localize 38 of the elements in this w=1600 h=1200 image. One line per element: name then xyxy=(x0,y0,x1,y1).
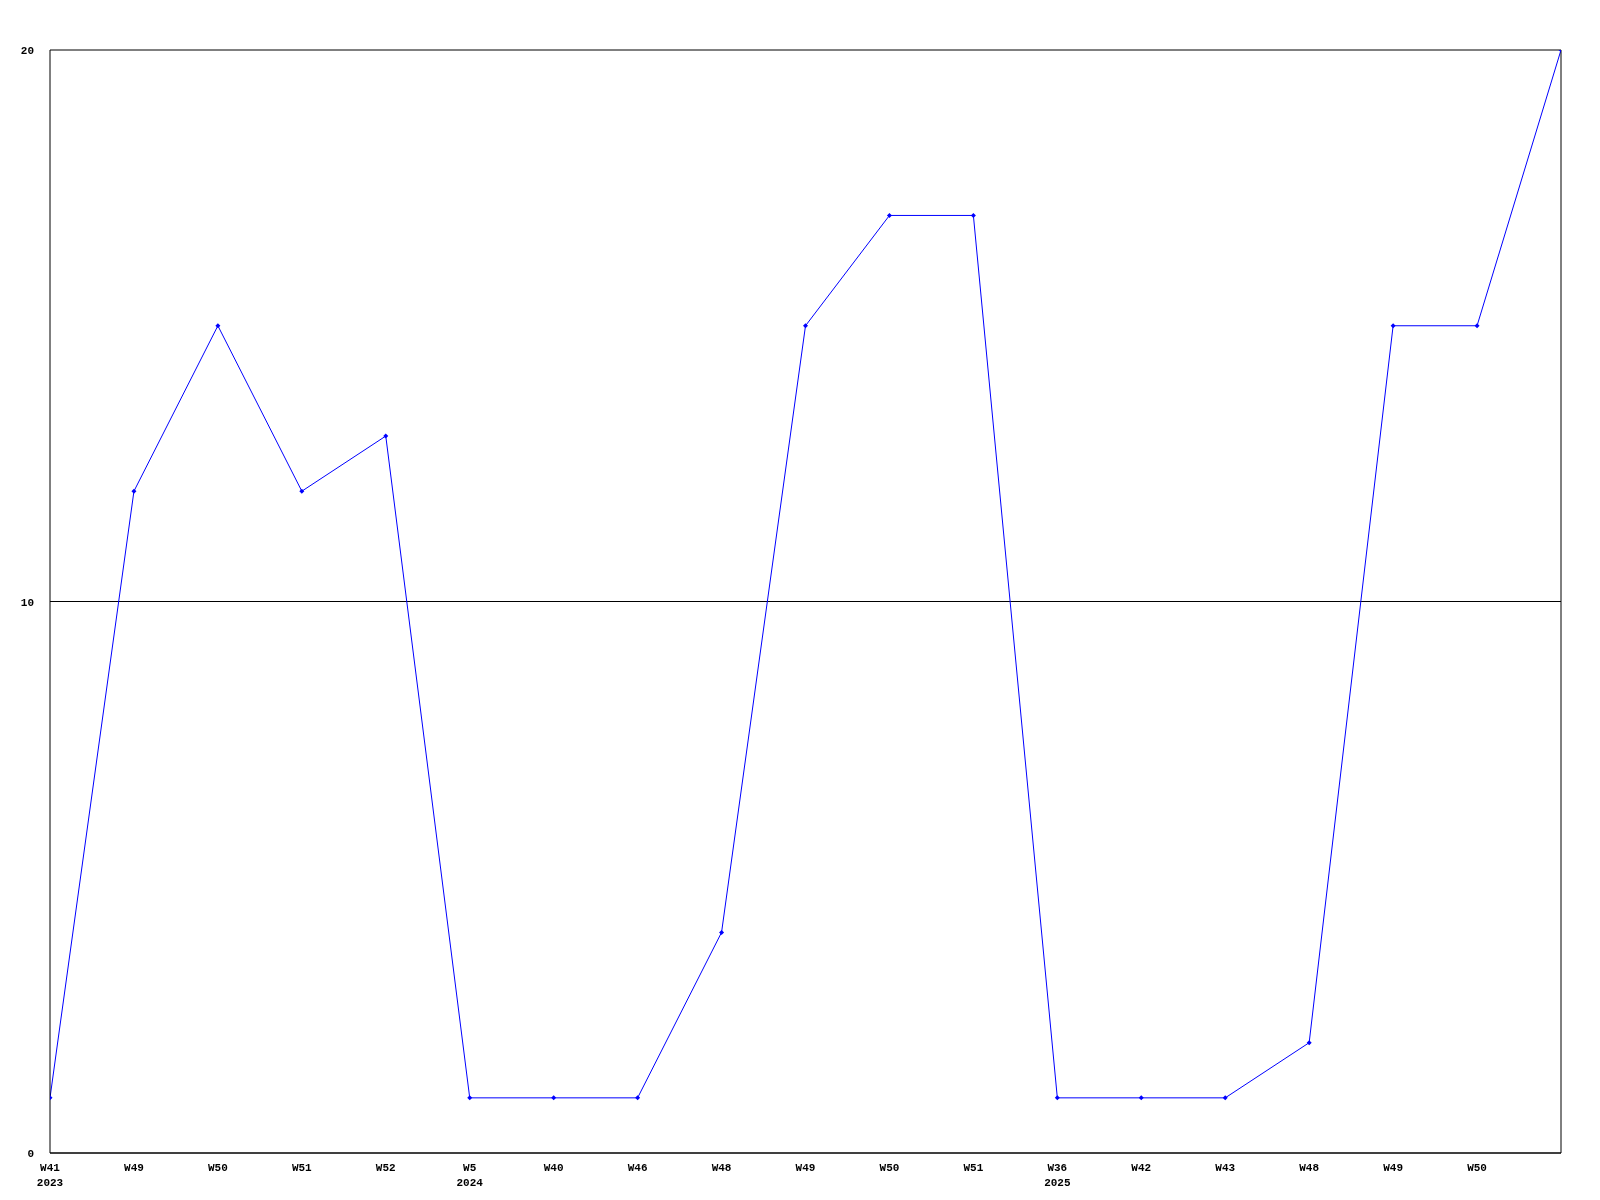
y-tick-label: 0 xyxy=(27,1148,34,1160)
x-tick-label: W46 xyxy=(627,1162,648,1174)
x-tick-label: W48 xyxy=(711,1162,732,1174)
x-tick-label: W49 xyxy=(1383,1162,1404,1174)
x-tick-label: W40 xyxy=(543,1162,564,1174)
y-tick-label: 10 xyxy=(20,596,34,609)
point xyxy=(551,1095,557,1101)
x-tick-label: W52 xyxy=(375,1162,396,1174)
point xyxy=(131,488,137,494)
point xyxy=(970,212,976,218)
point xyxy=(383,433,389,439)
x-tick-label: W36 2025 xyxy=(1044,1162,1071,1189)
x-tick-label: W49 xyxy=(795,1162,816,1174)
point xyxy=(1054,1095,1060,1101)
point xyxy=(1306,1040,1312,1046)
point xyxy=(1474,323,1480,329)
y-tick-label: 20 xyxy=(20,45,34,57)
point xyxy=(886,212,892,218)
point xyxy=(635,1095,641,1101)
x-tick-label: W49 xyxy=(124,1162,144,1174)
x-tick-label: W5 2024 xyxy=(456,1162,484,1189)
x-tick-label: W51 xyxy=(291,1162,313,1174)
point xyxy=(215,323,221,329)
x-tick-label: W51 xyxy=(963,1162,984,1174)
point xyxy=(803,323,808,329)
x-tick-label: W41 2023 xyxy=(36,1162,64,1189)
point xyxy=(299,488,305,494)
point xyxy=(719,929,725,935)
point xyxy=(1222,1095,1228,1101)
point xyxy=(467,1095,473,1101)
x-tick-label: W43 xyxy=(1215,1162,1236,1174)
x-tick-label: W50 xyxy=(207,1162,228,1174)
x-tick-label: W50 xyxy=(1467,1162,1487,1174)
x-tick-label: W50 xyxy=(879,1162,900,1174)
x-tick-label: W42 xyxy=(1131,1162,1152,1174)
point xyxy=(1390,323,1396,329)
x-tick-label: W48 xyxy=(1299,1162,1320,1174)
point xyxy=(1138,1095,1144,1101)
